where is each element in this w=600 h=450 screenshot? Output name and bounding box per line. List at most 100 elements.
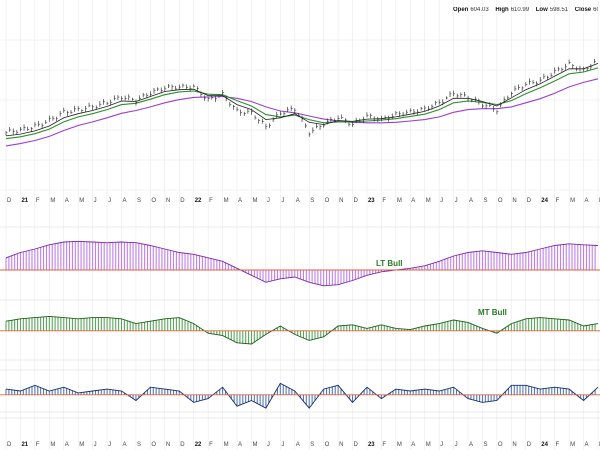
month-label: D <box>527 442 532 448</box>
month-label: D <box>354 198 359 204</box>
month-label: A <box>296 442 300 448</box>
year-label: 24 <box>541 442 548 448</box>
close-label: Close <box>574 7 592 13</box>
month-label: A <box>469 442 473 448</box>
month-label: M <box>570 198 575 204</box>
month-label: J <box>455 442 458 448</box>
year-label: 22 <box>195 442 202 448</box>
month-label: M <box>79 198 84 204</box>
month-label: D <box>527 198 532 204</box>
month-label: M <box>252 442 257 448</box>
month-label: A <box>238 442 242 448</box>
month-label: D <box>180 442 185 448</box>
month-label: F <box>382 198 386 204</box>
month-label: F <box>36 198 40 204</box>
month-label: F <box>382 442 386 448</box>
month-label: S <box>483 442 487 448</box>
month-label: N <box>166 442 170 448</box>
month-label: A <box>296 198 300 204</box>
month-label: A <box>411 198 415 204</box>
month-label: M <box>50 442 55 448</box>
open-label: Open <box>453 7 469 13</box>
month-label: N <box>512 442 516 448</box>
month-label: A <box>65 198 69 204</box>
month-label: S <box>310 442 314 448</box>
month-label: J <box>455 198 458 204</box>
year-label: 22 <box>195 198 202 204</box>
year-label: 23 <box>368 198 375 204</box>
lt-indicator-line <box>5 240 599 287</box>
month-label: M <box>426 442 431 448</box>
year-label: 21 <box>21 198 28 204</box>
moving-average-line <box>5 67 599 140</box>
month-label: D <box>7 198 12 204</box>
month-label: J <box>440 198 443 204</box>
month-label: J <box>94 198 97 204</box>
month-label: O <box>498 442 503 448</box>
month-label: M <box>252 198 257 204</box>
high-value: 610.99 <box>510 7 530 13</box>
month-label: J <box>108 442 111 448</box>
month-label: N <box>512 198 516 204</box>
month-label: F <box>556 442 560 448</box>
month-label: O <box>151 198 156 204</box>
month-label: D <box>354 442 359 448</box>
year-label: 24 <box>541 198 548 204</box>
month-label: F <box>209 198 213 204</box>
month-label: M <box>570 442 575 448</box>
month-label: S <box>483 198 487 204</box>
month-label: J <box>108 198 111 204</box>
month-label: M <box>224 198 229 204</box>
month-label: A <box>469 198 473 204</box>
month-label: M <box>397 442 402 448</box>
st-indicator-line <box>5 382 599 409</box>
month-label: S <box>137 198 141 204</box>
close-value: 60 <box>593 7 598 13</box>
month-label: J <box>267 442 270 448</box>
month-label: D <box>180 198 185 204</box>
month-label: F <box>36 442 40 448</box>
month-label: S <box>137 442 141 448</box>
month-label: O <box>498 198 503 204</box>
month-label: J <box>281 442 284 448</box>
month-label: A <box>411 442 415 448</box>
month-label: S <box>310 198 314 204</box>
month-label: O <box>151 442 156 448</box>
month-label: A <box>585 198 589 204</box>
month-label: N <box>339 442 343 448</box>
month-label: M <box>426 198 431 204</box>
month-label: J <box>281 198 284 204</box>
lt-annotation-label: LT Bull <box>376 259 403 268</box>
moving-average-line <box>5 78 599 147</box>
month-label: A <box>123 198 127 204</box>
month-label: A <box>123 442 127 448</box>
low-value: 598.51 <box>549 7 569 13</box>
month-label: D <box>7 442 12 448</box>
month-label: A <box>585 442 589 448</box>
mt-indicator-line <box>5 315 599 345</box>
month-label: A <box>238 198 242 204</box>
month-label: J <box>267 198 270 204</box>
month-label: N <box>166 198 170 204</box>
high-label: High <box>495 7 509 13</box>
month-label: O <box>325 198 330 204</box>
moving-average-line <box>5 63 599 137</box>
month-label: M <box>397 198 402 204</box>
month-label: N <box>339 198 343 204</box>
month-label: M <box>224 442 229 448</box>
low-label: Low <box>535 7 548 13</box>
month-label: F <box>209 442 213 448</box>
month-label: F <box>556 198 560 204</box>
year-label: 21 <box>21 442 28 448</box>
month-label: M <box>79 442 84 448</box>
open-value: 604.03 <box>470 7 489 13</box>
month-label: O <box>325 442 330 448</box>
month-label: J <box>94 442 97 448</box>
mt-annotation-label: MT Bull <box>478 308 507 317</box>
month-label: M <box>50 198 55 204</box>
month-label: A <box>65 442 69 448</box>
year-label: 23 <box>368 442 375 448</box>
month-label: J <box>440 442 443 448</box>
